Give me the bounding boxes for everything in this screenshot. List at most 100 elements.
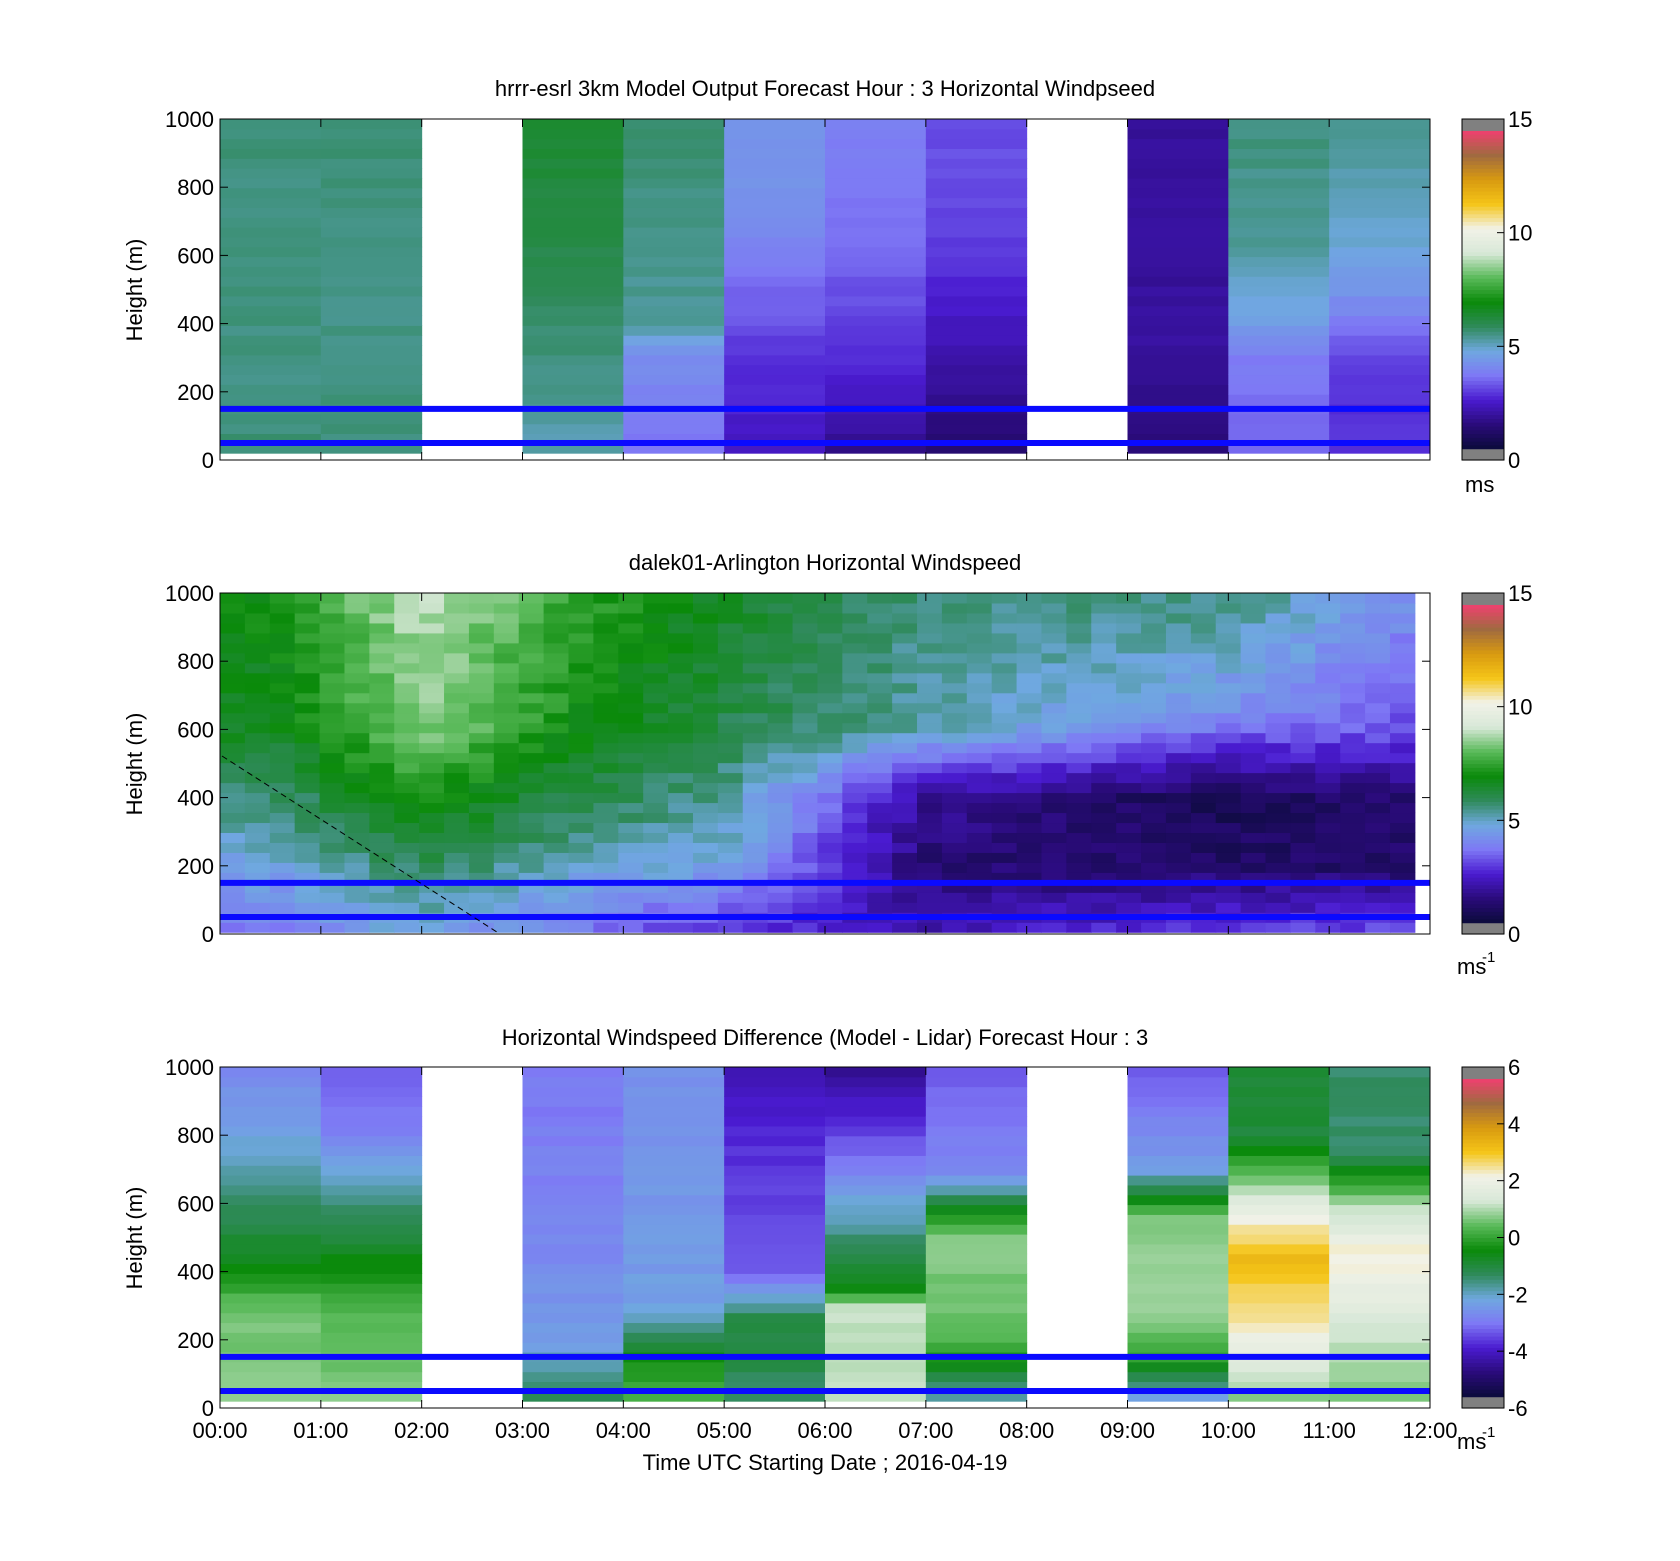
heatmap-cell xyxy=(966,732,993,744)
colorbar-segment xyxy=(1462,759,1504,765)
heatmap-cell xyxy=(767,692,794,704)
colorbar-segment xyxy=(1462,119,1504,124)
heatmap-cell xyxy=(1091,622,1117,634)
heatmap-cell xyxy=(344,702,370,714)
heatmap-cell xyxy=(1329,236,1430,248)
heatmap-cell xyxy=(419,842,445,853)
heatmap-cell xyxy=(1165,852,1192,863)
heatmap-cell xyxy=(1228,1293,1330,1304)
heatmap-cell xyxy=(623,1086,725,1097)
heatmap-cell xyxy=(991,642,1018,654)
heatmap-cell xyxy=(568,742,594,754)
heatmap-cell xyxy=(369,832,395,843)
heatmap-cell xyxy=(522,1342,624,1353)
heatmap-cell xyxy=(543,792,570,804)
heatmap-cell xyxy=(643,593,669,604)
heatmap-cell xyxy=(643,792,669,804)
heatmap-cell xyxy=(320,217,423,228)
heatmap-cell xyxy=(220,207,322,218)
heatmap-cell xyxy=(319,612,345,624)
colorbar-segment xyxy=(1462,300,1504,306)
heatmap-cell xyxy=(394,742,420,754)
heatmap-cell xyxy=(941,732,968,744)
heatmap-cell xyxy=(1141,762,1167,774)
heatmap-cell xyxy=(1016,632,1042,644)
heatmap-cell xyxy=(320,1116,423,1127)
heatmap-cell xyxy=(717,672,744,684)
heatmap-cell xyxy=(1190,892,1217,903)
heatmap-cell xyxy=(1091,642,1117,654)
heatmap-cell xyxy=(593,712,619,724)
heatmap-cell xyxy=(1041,682,1067,694)
heatmap-cell xyxy=(269,662,296,674)
heatmap-cell xyxy=(1066,662,1092,674)
heatmap-cell xyxy=(825,1361,927,1373)
heatmap-cell xyxy=(1340,593,1366,604)
heatmap-cell xyxy=(623,1332,725,1343)
heatmap-cell xyxy=(1329,1293,1430,1304)
heatmap-cell xyxy=(618,792,644,804)
heatmap-cell xyxy=(593,593,619,604)
heatmap-cell xyxy=(294,632,321,644)
heatmap-cell xyxy=(1389,802,1416,814)
colorbar-segment xyxy=(1462,1377,1504,1383)
heatmap-cell xyxy=(522,138,624,149)
heatmap-cell xyxy=(518,672,545,684)
colorbar-segment xyxy=(1462,653,1504,659)
heatmap-cell xyxy=(543,612,570,624)
heatmap-cell xyxy=(320,1175,423,1186)
heatmap-cell xyxy=(522,119,624,130)
heatmap-cell xyxy=(220,148,322,159)
heatmap-cell xyxy=(1329,1175,1430,1186)
heatmap-cell xyxy=(220,1076,322,1088)
heatmap-cell xyxy=(419,602,445,614)
heatmap-cell xyxy=(1127,1224,1229,1235)
heatmap-cell xyxy=(522,1086,624,1097)
heatmap-cell xyxy=(867,662,893,674)
heatmap-cell xyxy=(1091,922,1117,933)
heatmap-cell xyxy=(717,612,744,624)
heatmap-cell xyxy=(568,702,594,714)
heatmap-cell xyxy=(1389,812,1416,824)
heatmap-cell xyxy=(618,692,644,704)
heatmap-cell xyxy=(767,802,794,814)
heatmap-cell xyxy=(518,632,545,644)
heatmap-cell xyxy=(623,1253,725,1265)
heatmap-cell xyxy=(344,842,370,853)
heatmap-cell xyxy=(623,158,725,169)
heatmap-cell xyxy=(1215,752,1242,764)
heatmap-cell xyxy=(344,632,370,644)
heatmap-cell xyxy=(1389,902,1416,913)
colorbar-segment xyxy=(1462,213,1504,219)
colorbar-segment xyxy=(1462,1282,1504,1288)
colorbar-segment xyxy=(1462,835,1504,840)
heatmap-cell xyxy=(1141,662,1167,674)
heatmap-cell xyxy=(1265,822,1291,834)
heatmap-cell xyxy=(320,1253,423,1265)
heatmap-cell xyxy=(742,832,769,843)
heatmap-cell xyxy=(1240,742,1267,754)
heatmap-cell xyxy=(1091,772,1117,784)
heatmap-cell xyxy=(925,138,1028,149)
heatmap-cell xyxy=(925,1096,1028,1107)
heatmap-cell xyxy=(1041,862,1067,873)
heatmap-cell xyxy=(320,384,423,395)
heatmap-cell xyxy=(1165,622,1192,634)
heatmap-cell xyxy=(623,187,725,199)
heatmap-cell xyxy=(991,742,1018,754)
heatmap-cell xyxy=(643,612,669,624)
heatmap-cell xyxy=(1066,782,1092,794)
heatmap-cell xyxy=(493,822,520,834)
heatmap-cell xyxy=(1127,227,1229,238)
heatmap-cell xyxy=(618,682,644,694)
heatmap-cell xyxy=(1228,246,1330,258)
panel-lidar-cbar-unit-exp: -1 xyxy=(1482,949,1495,966)
heatmap-cell xyxy=(369,752,395,764)
colorbar-segment xyxy=(1462,316,1504,321)
heatmap-cell xyxy=(842,862,868,873)
heatmap-cell xyxy=(917,742,943,754)
heatmap-cell xyxy=(1091,692,1117,704)
heatmap-cell xyxy=(518,622,545,634)
heatmap-cell xyxy=(244,892,271,903)
heatmap-cell xyxy=(817,593,843,604)
